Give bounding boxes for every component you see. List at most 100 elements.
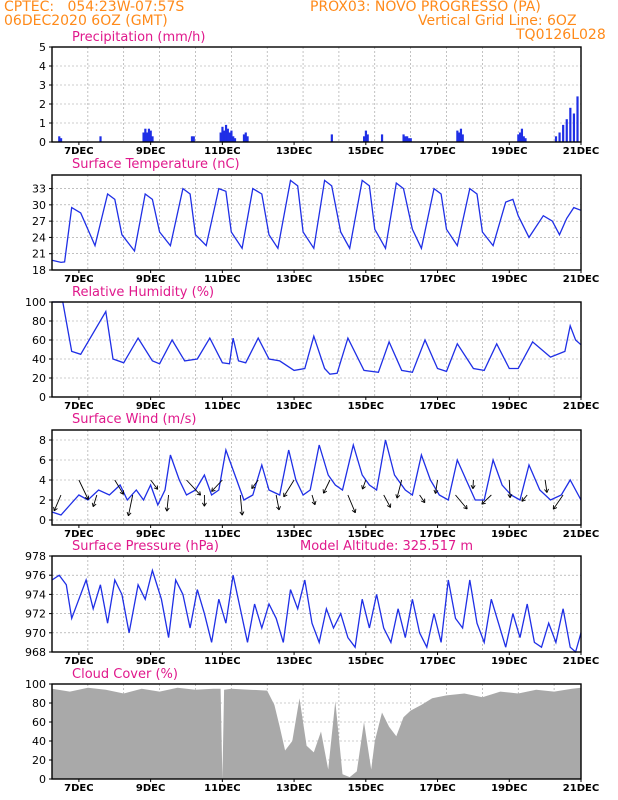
precip-bar: [402, 134, 405, 142]
x-tick-label: 17DEC: [419, 656, 455, 667]
x-tick-label: 9DEC: [136, 401, 165, 412]
wind-arrow: [552, 494, 564, 510]
y-tick-label: 100: [25, 678, 46, 691]
x-tick-label: 11DEC: [204, 274, 240, 285]
x-tick-label: 19DEC: [491, 146, 527, 157]
x-tick-label: 17DEC: [419, 146, 455, 157]
precip-bar: [363, 136, 366, 142]
precip-bar: [190, 136, 194, 142]
wind-arrow: [311, 494, 316, 505]
wind-arrow-head: [463, 504, 468, 510]
header-station-code: CPTEC: 054:23W-07:57S: [4, 0, 185, 15]
precip-bar: [149, 130, 152, 142]
x-tick-label: 17DEC: [419, 401, 455, 412]
x-tick-label: 7DEC: [64, 146, 93, 157]
wind-arrow-head: [53, 506, 58, 512]
x-tick-label: 17DEC: [419, 274, 455, 285]
precip-bar: [226, 128, 229, 142]
panel-title: Surface Temperature (nC): [72, 157, 240, 172]
precip-bar: [519, 132, 522, 142]
y-tick-label: 60: [32, 716, 46, 729]
precip-bar: [230, 130, 233, 142]
precip-bar: [221, 126, 224, 142]
precip-bar: [366, 134, 369, 142]
x-tick-label: 13DEC: [276, 529, 312, 540]
wind-arrow: [211, 479, 223, 492]
panel-title: Precipitation (mm/h): [72, 30, 205, 45]
header-grid-info: Vertical Grid Line: 6OZ: [418, 13, 577, 29]
x-tick-label: 15DEC: [348, 274, 384, 285]
pressure-line: [51, 567, 582, 654]
wind-arrow: [544, 479, 548, 493]
x-tick-label: 11DEC: [204, 529, 240, 540]
wind-arrow: [383, 494, 391, 508]
y-tick-label: 5: [39, 41, 46, 54]
wind-arrow: [78, 479, 89, 500]
precip-bar: [242, 134, 246, 142]
y-tick-label: 4: [39, 60, 46, 73]
y-tick-label: 100: [25, 296, 46, 309]
y-tick-label: 24: [32, 231, 46, 244]
x-tick-label: 21DEC: [563, 783, 599, 794]
x-tick-label: 9DEC: [136, 146, 165, 157]
x-tick-label: 19DEC: [491, 783, 527, 794]
panel-title: Surface Pressure (hPa): [72, 539, 219, 554]
y-tick-label: 0: [39, 391, 46, 404]
y-tick-label: 0: [39, 773, 46, 786]
wind-arrow: [127, 494, 134, 516]
x-tick-label: 9DEC: [136, 529, 165, 540]
wind-arrow: [508, 479, 511, 498]
y-tick-label: 18: [32, 264, 46, 277]
wind-arrow: [53, 494, 62, 512]
wind-arrow: [114, 479, 124, 495]
wind-arrow: [362, 479, 367, 490]
y-tick-label: 972: [25, 608, 46, 621]
y-tick-label: 1: [39, 117, 46, 130]
wind-arrow: [92, 494, 98, 507]
wind-arrow-head: [211, 487, 216, 492]
wind-arrow-head: [311, 500, 317, 506]
wind-arrow-head: [239, 511, 245, 516]
header-model-id: TQ0126L028: [516, 27, 606, 43]
precip-bar: [233, 138, 237, 142]
x-tick-label: 11DEC: [204, 146, 240, 157]
precip-bar: [456, 130, 459, 142]
x-tick-label: 7DEC: [64, 529, 93, 540]
wind-arrow: [419, 494, 426, 503]
x-tick-label: 13DEC: [276, 783, 312, 794]
precip-bar: [58, 136, 61, 142]
x-tick-label: 21DEC: [563, 656, 599, 667]
x-tick-label: 13DEC: [276, 656, 312, 667]
wind-arrow-head: [119, 490, 124, 495]
panel-rh: 0 20 40 60 80 100 7DEC 9DEC 11DEC 13DEC 15DEC 17DEC…: [25, 285, 599, 412]
precip-bar: [409, 138, 412, 142]
y-tick-label: 20: [32, 372, 46, 385]
x-tick-label: 9DEC: [136, 274, 165, 285]
precip-bar: [246, 136, 249, 142]
wind-arrow-head: [276, 506, 281, 511]
y-tick-label: 40: [32, 353, 46, 366]
wind-arrow: [251, 479, 259, 489]
y-tick-label: 978: [25, 550, 46, 563]
precip-bar: [572, 113, 576, 142]
x-tick-label: 15DEC: [348, 146, 384, 157]
y-tick-label: 33: [32, 183, 46, 196]
wind-arrow-head: [395, 494, 401, 499]
y-tick-label: 974: [25, 588, 46, 601]
precip-bar: [330, 134, 333, 142]
header-run-date: 06DEC2020 6OZ (GMT): [4, 13, 168, 29]
precip-bar: [461, 134, 464, 142]
x-tick-label: 11DEC: [204, 783, 240, 794]
wind-arrow-head: [351, 508, 357, 514]
wind-arrow-head: [196, 491, 202, 496]
wind-arrow-head: [91, 502, 97, 508]
x-tick-label: 17DEC: [419, 529, 455, 540]
x-tick-label: 9DEC: [136, 656, 165, 667]
panel-pressure: 968 970 972 974 976 978 7DEC 9DEC 11DEC 13DEC 15DE…: [25, 539, 599, 667]
y-tick-label: 8: [39, 434, 46, 447]
wind-arrow-head: [552, 505, 558, 510]
header-station-name: PROX03: NOVO PROGRESSO (PA): [310, 0, 541, 15]
x-tick-label: 17DEC: [419, 783, 455, 794]
precip-bar: [558, 132, 561, 142]
